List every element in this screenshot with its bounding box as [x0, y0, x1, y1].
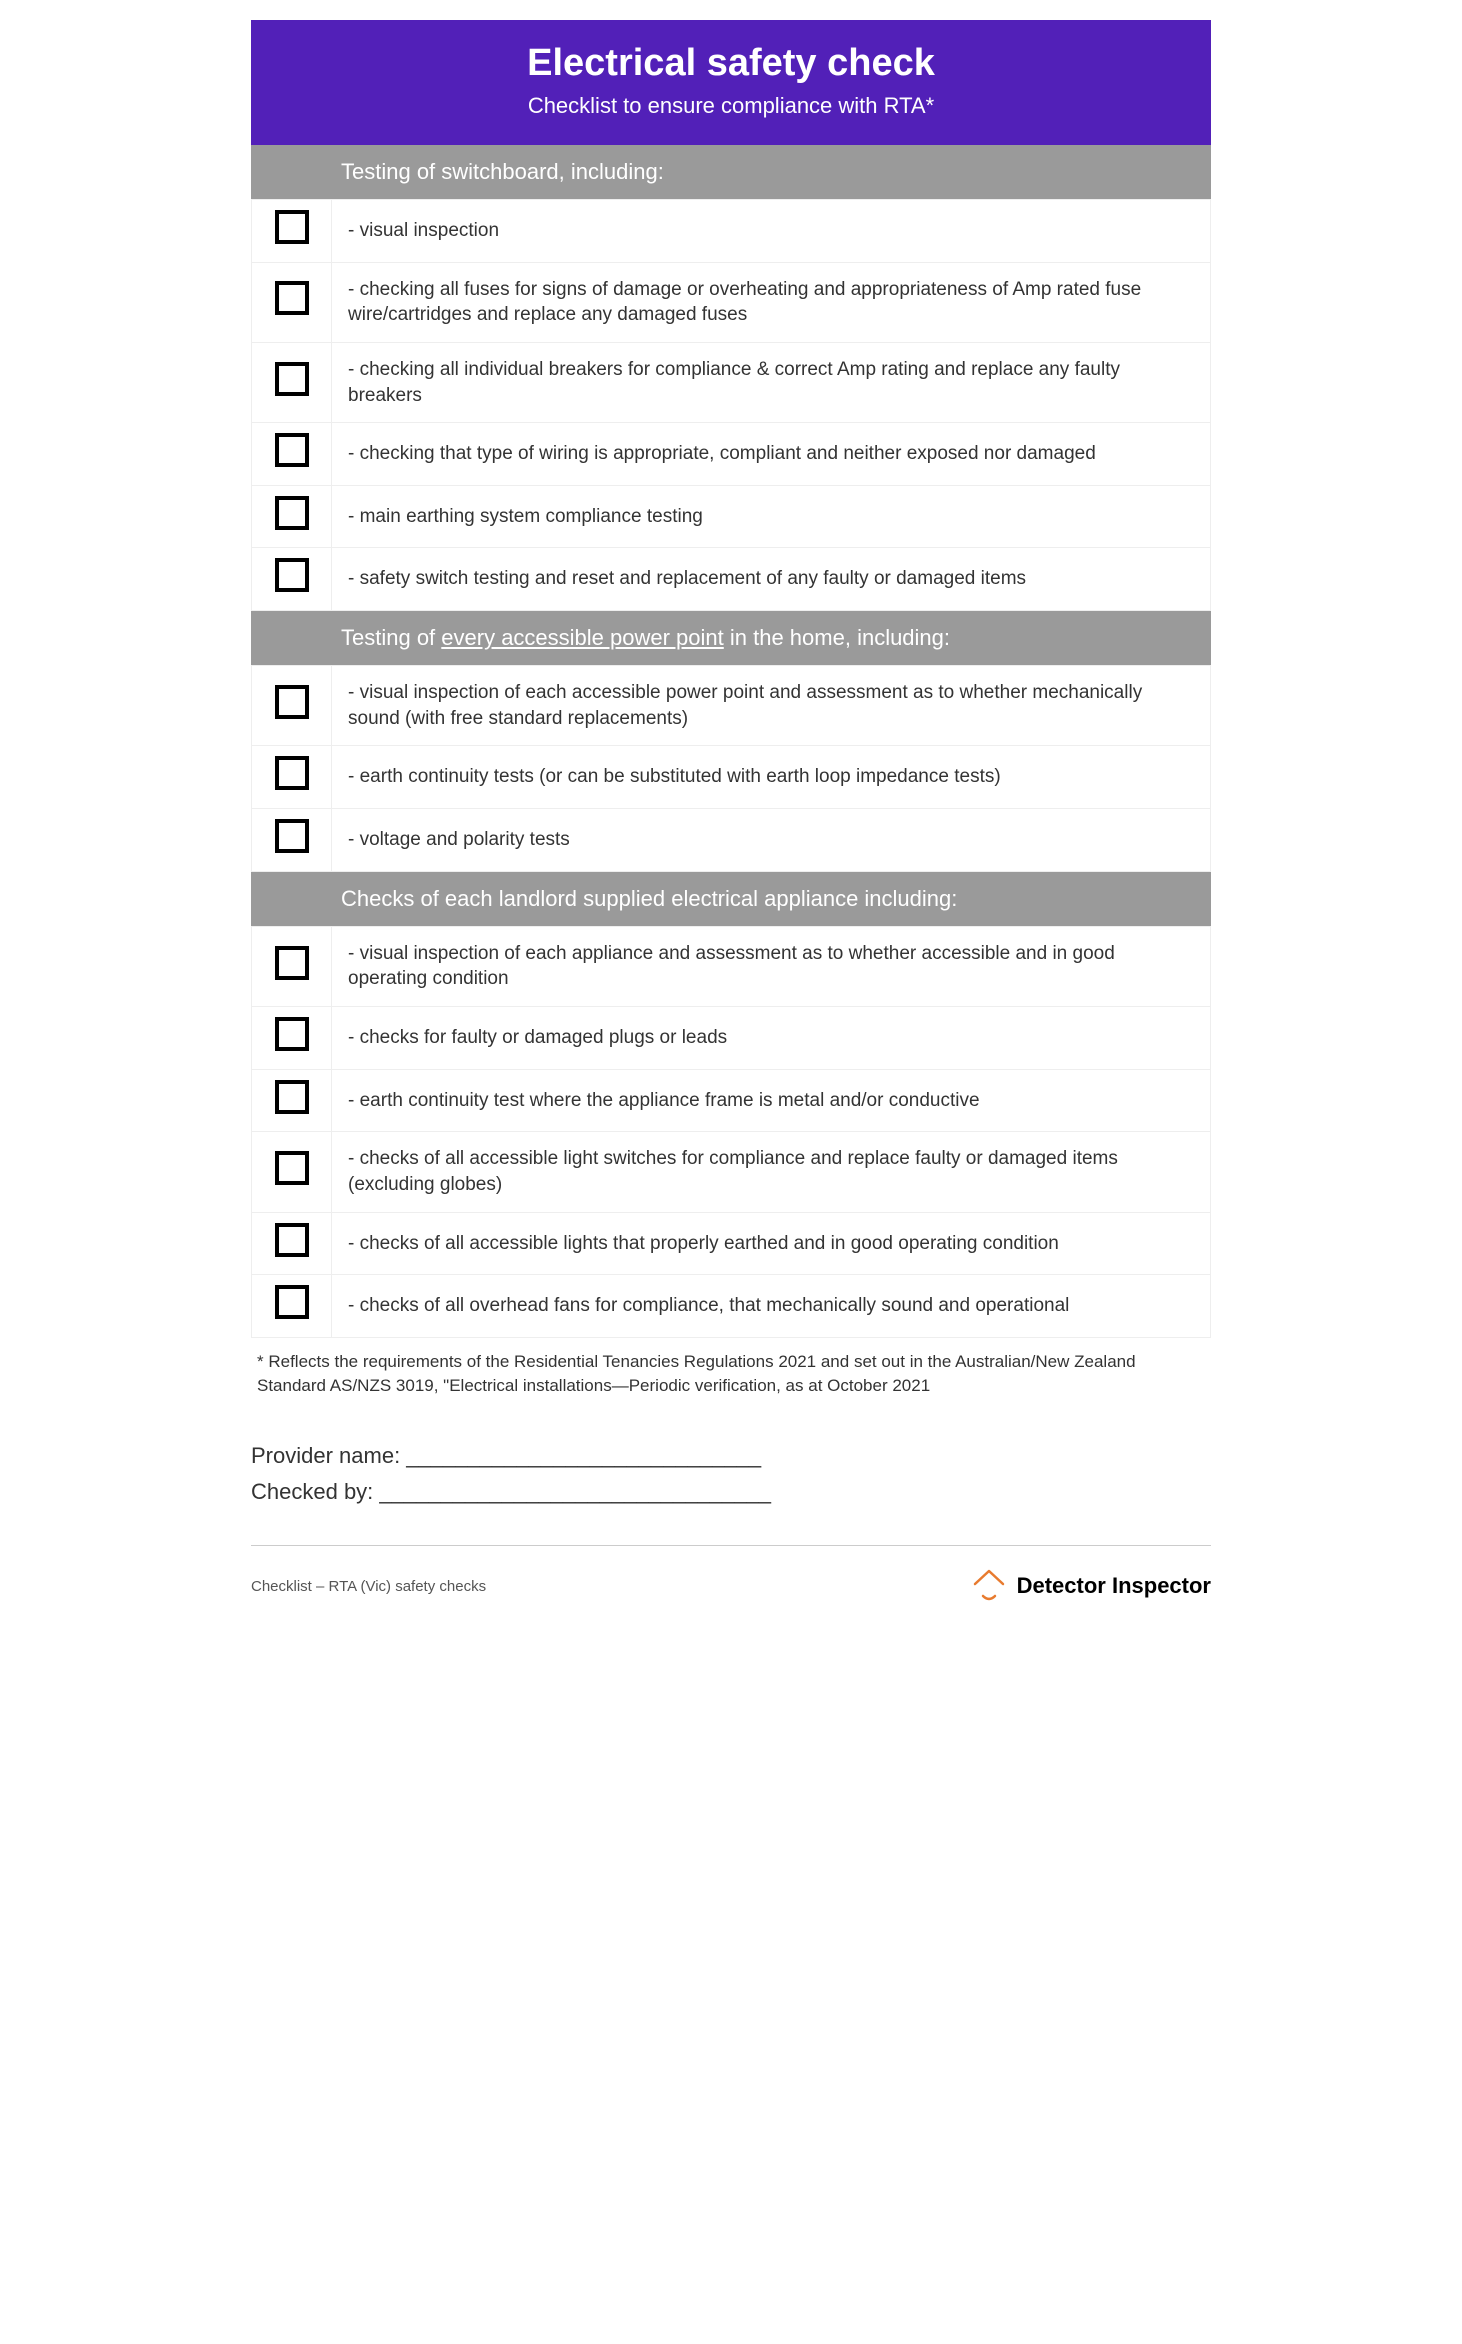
checklist-item-text: - visual inspection of each appliance an… [332, 926, 1211, 1006]
checklist-row: - visual inspection of each accessible p… [252, 666, 1211, 746]
page: Electrical safety check Checklist to ens… [251, 20, 1211, 1614]
checkbox[interactable] [275, 496, 309, 530]
checkbox[interactable] [275, 1017, 309, 1051]
checklist-table: - visual inspection of each accessible p… [251, 665, 1211, 872]
checkbox-cell [252, 666, 332, 746]
checkbox-cell [252, 809, 332, 872]
section-heading-text: Testing of switchboard, including: [341, 159, 664, 184]
checkbox-cell [252, 1006, 332, 1069]
checkbox-cell [252, 342, 332, 422]
checklist-row: - checks for faulty or damaged plugs or … [252, 1006, 1211, 1069]
section-heading-text: Checks of each landlord supplied electri… [341, 886, 957, 911]
brand-name: Detector Inspector [1017, 1573, 1211, 1599]
checklist-row: - checking all fuses for signs of damage… [252, 262, 1211, 342]
checklist-table: - visual inspection- checking all fuses … [251, 199, 1211, 611]
signoff-block: Provider name: _________________________… [251, 1443, 1211, 1505]
checklist-body: Testing of switchboard, including: - visu… [251, 145, 1211, 1338]
checkbox-cell [252, 548, 332, 611]
checklist-item-text: - checks of all accessible light switche… [332, 1132, 1211, 1212]
page-subtitle: Checklist to ensure compliance with RTA* [271, 93, 1191, 119]
checklist-row: - checks of all accessible light switche… [252, 1132, 1211, 1212]
checklist-row: - main earthing system compliance testin… [252, 485, 1211, 548]
checklist-row: - safety switch testing and reset and re… [252, 548, 1211, 611]
house-icon [971, 1568, 1007, 1604]
checklist-item-text: - earth continuity test where the applia… [332, 1069, 1211, 1132]
checklist-row: - checks of all overhead fans for compli… [252, 1275, 1211, 1338]
checklist-item-text: - voltage and polarity tests [332, 809, 1211, 872]
checkbox-cell [252, 926, 332, 1006]
checkbox[interactable] [275, 756, 309, 790]
checklist-row: - checking that type of wiring is approp… [252, 423, 1211, 486]
checklist-item-text: - visual inspection [332, 200, 1211, 263]
checkbox[interactable] [275, 281, 309, 315]
checklist-item-text: - main earthing system compliance testin… [332, 485, 1211, 548]
checklist-item-text: - checking all individual breakers for c… [332, 342, 1211, 422]
checklist-item-text: - checking all fuses for signs of damage… [332, 262, 1211, 342]
checkbox-cell [252, 1069, 332, 1132]
document-header: Electrical safety check Checklist to ens… [251, 20, 1211, 145]
checklist-item-text: - checks of all overhead fans for compli… [332, 1275, 1211, 1338]
checkbox[interactable] [275, 685, 309, 719]
checkbox[interactable] [275, 1080, 309, 1114]
checkbox[interactable] [275, 210, 309, 244]
checkbox-cell [252, 1132, 332, 1212]
checklist-row: - checking all individual breakers for c… [252, 342, 1211, 422]
checkbox[interactable] [275, 1223, 309, 1257]
checkbox[interactable] [275, 946, 309, 980]
checklist-row: - visual inspection of each appliance an… [252, 926, 1211, 1006]
checklist-item-text: - checks for faulty or damaged plugs or … [332, 1006, 1211, 1069]
page-title: Electrical safety check [271, 42, 1191, 85]
footer-left-text: Checklist – RTA (Vic) safety checks [251, 1578, 486, 1595]
page-footer: Checklist – RTA (Vic) safety checks Dete… [251, 1554, 1211, 1614]
provider-name-line[interactable]: Provider name: _________________________… [251, 1443, 1211, 1469]
checkbox[interactable] [275, 1285, 309, 1319]
checklist-table: - visual inspection of each appliance an… [251, 926, 1211, 1338]
checkbox[interactable] [275, 433, 309, 467]
checkbox-cell [252, 200, 332, 263]
checklist-item-text: - visual inspection of each accessible p… [332, 666, 1211, 746]
checkbox[interactable] [275, 558, 309, 592]
checklist-item-text: - checking that type of wiring is approp… [332, 423, 1211, 486]
checkbox-cell [252, 1275, 332, 1338]
checkbox[interactable] [275, 362, 309, 396]
checklist-row: - visual inspection [252, 200, 1211, 263]
checked-by-line[interactable]: Checked by: ____________________________… [251, 1479, 1211, 1505]
section-header: Testing of every accessible power point … [251, 611, 1211, 665]
checklist-row: - earth continuity tests (or can be subs… [252, 746, 1211, 809]
section-heading-text: in the home, including: [724, 625, 950, 650]
footnote: * Reflects the requirements of the Resid… [251, 1338, 1211, 1404]
checkbox[interactable] [275, 1151, 309, 1185]
checkbox[interactable] [275, 819, 309, 853]
checkbox-cell [252, 262, 332, 342]
checklist-row: - earth continuity test where the applia… [252, 1069, 1211, 1132]
checkbox-cell [252, 1212, 332, 1275]
section-header: Testing of switchboard, including: [251, 145, 1211, 199]
section-heading-underlined: every accessible power point [441, 625, 723, 650]
checkbox-cell [252, 746, 332, 809]
section-heading-text: Testing of [341, 625, 441, 650]
brand-logo: Detector Inspector [971, 1568, 1211, 1604]
checkbox-cell [252, 485, 332, 548]
section-header: Checks of each landlord supplied electri… [251, 872, 1211, 926]
checklist-item-text: - safety switch testing and reset and re… [332, 548, 1211, 611]
footer-divider [251, 1545, 1211, 1546]
checklist-item-text: - checks of all accessible lights that p… [332, 1212, 1211, 1275]
checkbox-cell [252, 423, 332, 486]
checklist-row: - voltage and polarity tests [252, 809, 1211, 872]
checklist-item-text: - earth continuity tests (or can be subs… [332, 746, 1211, 809]
checklist-row: - checks of all accessible lights that p… [252, 1212, 1211, 1275]
